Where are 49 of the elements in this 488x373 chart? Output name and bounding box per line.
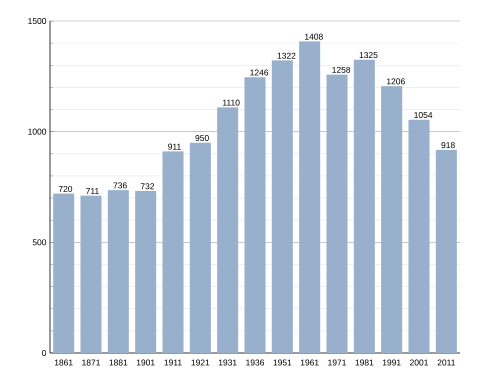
- bar: [108, 190, 129, 353]
- bar: [162, 151, 184, 353]
- data-label: 950: [195, 135, 209, 142]
- x-tick-label: 1971: [328, 360, 346, 366]
- y-tick-label: 1000: [28, 128, 46, 135]
- data-label: 1408: [305, 34, 323, 40]
- bar: [354, 60, 375, 353]
- x-tick-label: 2011: [438, 360, 456, 366]
- x-tick-label: 1951: [274, 360, 292, 366]
- bar: [299, 41, 320, 353]
- bar: [436, 150, 457, 353]
- bar: [217, 107, 238, 353]
- data-label: 1325: [360, 52, 378, 58]
- bar: [244, 77, 266, 353]
- x-tick-label: 1981: [356, 360, 374, 366]
- data-label: 1322: [278, 52, 296, 59]
- x-tick-label: 1901: [136, 360, 155, 366]
- y-tick-label: 1500: [28, 18, 46, 24]
- x-tick-label: 1861: [54, 360, 73, 366]
- y-tick-label: 0: [42, 350, 46, 356]
- x-tick-label: 1961: [300, 360, 319, 366]
- x-tick-label: 1871: [82, 360, 100, 366]
- y-tick-label: 500: [32, 239, 46, 246]
- x-tick-label: 1911: [164, 360, 182, 366]
- bar: [135, 190, 156, 353]
- x-tick-label: 1881: [110, 360, 128, 366]
- bar: [408, 120, 430, 353]
- data-label: 1258: [332, 66, 350, 73]
- data-label: 911: [168, 144, 181, 150]
- x-tick-label: 1921: [192, 360, 210, 366]
- data-label: 736: [113, 182, 127, 188]
- data-label: 918: [441, 142, 455, 148]
- bar: [381, 86, 402, 353]
- bar: [272, 60, 293, 353]
- x-tick-label: 1991: [382, 360, 401, 366]
- data-label: 1054: [414, 112, 432, 118]
- bar: [190, 142, 211, 353]
- bar: [326, 74, 348, 353]
- bar: [53, 194, 74, 353]
- bar: [80, 196, 102, 353]
- x-tick-label: 1936: [246, 360, 264, 366]
- data-label: 720: [58, 186, 72, 192]
- data-label: 1110: [223, 100, 240, 106]
- x-tick-label: 2001: [410, 360, 428, 366]
- data-label: 1206: [387, 78, 405, 84]
- data-label: 711: [86, 188, 99, 194]
- data-label: 732: [140, 183, 154, 190]
- x-tick-label: 1931: [218, 360, 237, 366]
- data-label: 1246: [250, 70, 268, 76]
